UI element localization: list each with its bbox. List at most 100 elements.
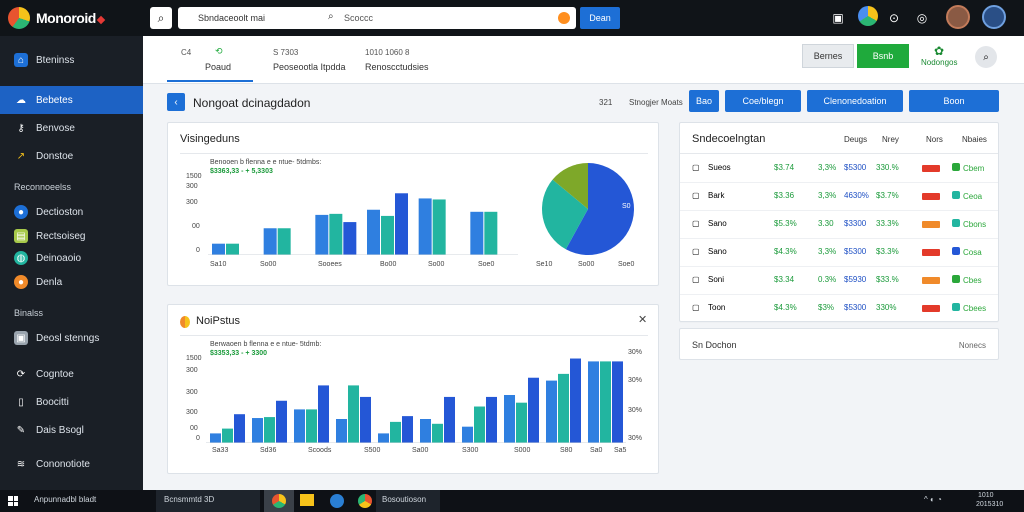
- toolbar-button-2[interactable]: Coe/blegn: [725, 90, 801, 112]
- chart-card-1: Visingeduns Benooen b flenna e e ntue- 5…: [167, 122, 659, 286]
- globe-icon: ◍: [14, 251, 28, 265]
- sidebar-item-label: Rectsoiseg: [36, 230, 86, 242]
- taskbar-app-active[interactable]: [264, 490, 294, 512]
- nodongos-link[interactable]: ✿ Nodongos: [921, 44, 957, 70]
- x-tick: Sooees: [318, 261, 342, 268]
- user-avatar[interactable]: [946, 5, 970, 29]
- sidebar-item-10[interactable]: ⟳ Cogntoe: [0, 360, 143, 388]
- sidebar-item-active[interactable]: ☁ Bebetes: [0, 86, 143, 114]
- bar-8-1: [558, 373, 569, 443]
- bar-7-0: [504, 395, 515, 443]
- secondary-button[interactable]: Bernes: [802, 44, 854, 68]
- primary-button[interactable]: Bsnb: [857, 44, 909, 68]
- profile-avatar[interactable]: [982, 5, 1006, 29]
- bar-4-1: [432, 199, 446, 255]
- sidebar-item-13[interactable]: ≋ Cononotiote: [0, 450, 143, 478]
- toolbar-button-3[interactable]: Clenonedoation: [807, 90, 903, 112]
- system-tray-icons[interactable]: ^ ◐ ◔: [924, 495, 942, 504]
- sidebar-item-7[interactable]: ◍ Deinoaoio: [0, 244, 143, 272]
- search-input[interactable]: Sbndaceoolt mai ⌕ Scoccc: [178, 7, 576, 29]
- bar-chart-1: [208, 193, 518, 255]
- toolbar-label: Stnogjer Moats: [629, 98, 683, 107]
- collapse-icon[interactable]: ‹: [167, 93, 185, 111]
- x-tick: Sa33: [212, 447, 229, 454]
- x-tick: Bo00: [380, 261, 397, 268]
- start-icon[interactable]: [8, 496, 18, 506]
- sidebar-item-label: Dais Bsogl: [36, 424, 84, 436]
- bar-7-2: [528, 377, 539, 443]
- sidebar: ⌂ Bteninss ☁ Bebetes ⚷ Benvose ↗ Donstoe…: [0, 36, 143, 490]
- table-row[interactable]: ▢ Bark $3.36 3,3% 4630% $3.7% Ceoa: [680, 183, 999, 211]
- footer-right[interactable]: Nonecs: [958, 341, 986, 350]
- bar-5-0: [470, 211, 484, 255]
- bar-9-2: [612, 361, 623, 443]
- cell-c4: 33.3%: [876, 219, 899, 228]
- app-icon[interactable]: [330, 494, 344, 508]
- toolbar-count: 321: [599, 98, 613, 107]
- settings-icon[interactable]: ⊙: [888, 11, 900, 25]
- tab-sub: 1010 1060 8: [365, 48, 410, 57]
- cell-name: Sano: [708, 247, 727, 256]
- footer-card[interactable]: Sn Dochon Nonecs: [679, 328, 999, 360]
- sidebar-item-home[interactable]: ⌂ Bteninss: [0, 46, 143, 74]
- bar-3-2: [360, 396, 371, 443]
- sidebar-item-12[interactable]: ✎ Dais Bsogl: [0, 416, 143, 444]
- bar-4-0: [378, 433, 389, 443]
- sidebar-section-title: Binalss: [14, 308, 44, 318]
- cell-c3: $5300: [844, 163, 867, 172]
- cell-c3: 4630%: [844, 191, 869, 200]
- x-tick: Sa0: [590, 447, 603, 454]
- sidebar-item-11[interactable]: ▯ Boocitti: [0, 388, 143, 416]
- cell-c4: 330%: [876, 303, 897, 312]
- table-row[interactable]: ▢ Toon $4.3% $3% $5300 330% Cbees: [680, 295, 999, 323]
- bar-0-1: [222, 428, 233, 443]
- brand-name: Monoroid: [36, 10, 106, 26]
- file-icon: ▯: [18, 396, 24, 408]
- sidebar-item-8[interactable]: ● Denla: [0, 268, 143, 296]
- link-label: Nodongos: [921, 58, 958, 67]
- tab-3[interactable]: 1010 1060 8 Renoscctudsies: [365, 44, 505, 82]
- bar-6-2: [486, 396, 497, 443]
- taskbar-window[interactable]: Bosoutioson: [376, 490, 440, 512]
- bar-1-0: [252, 418, 263, 443]
- bar-2-2: [343, 222, 357, 255]
- toolbar-button-4[interactable]: Boon: [909, 90, 999, 112]
- pencil-icon: ✎: [16, 424, 26, 436]
- taskbar: Anpunnadbl bladt Bcnsmmtd 3D Bosoutioson…: [0, 490, 1024, 512]
- sidebar-item-4[interactable]: ↗ Donstoe: [0, 142, 143, 170]
- bar-0-1: [226, 243, 239, 255]
- toolbar-button-1[interactable]: Bao: [689, 90, 719, 112]
- gift-icon[interactable]: ▣: [832, 11, 844, 25]
- table-row[interactable]: ▢ Sueos $3.74 3,3% $5300 330.% Cbem: [680, 155, 999, 183]
- cell-c1: $4.3%: [774, 247, 797, 256]
- row-note-label: Cosa: [963, 248, 982, 257]
- x-tick: Sa00: [412, 447, 429, 454]
- table-row[interactable]: ▢ Sano $4.3% 3,3% $5300 $3.3% Cosa: [680, 239, 999, 267]
- cell-c2: 0.3%: [818, 275, 837, 284]
- y-tick: 0: [196, 247, 200, 254]
- sidebar-item-9[interactable]: ▣ Deosl stenngs: [0, 324, 143, 352]
- folder-icon[interactable]: [300, 494, 314, 506]
- apps-icon[interactable]: [858, 6, 878, 26]
- sidebar-item-6[interactable]: ▤ Rectsoiseg: [0, 222, 143, 250]
- taskbar-search[interactable]: Bcnsmmtd 3D: [156, 490, 260, 512]
- card-title: Visingeduns: [180, 133, 240, 145]
- table-row[interactable]: ▢ Soni $3.34 0.3% $5930 $33.% Cbes: [680, 267, 999, 295]
- tab-1[interactable]: C4 ⟲ Poaud: [167, 44, 253, 82]
- tab-2[interactable]: S 7303 Peoseootla Itpdda: [273, 44, 413, 82]
- search-button[interactable]: Dean: [580, 7, 620, 29]
- close-icon[interactable]: ✕: [638, 314, 648, 326]
- sidebar-item-3[interactable]: ⚷ Benvose: [0, 114, 143, 142]
- chart-legend-values: $3353,33 - + 3300: [210, 350, 268, 357]
- chrome-icon[interactable]: [358, 494, 372, 508]
- table-row[interactable]: ▢ Sano $5.3% 3.30 $3300 33.3% Cbons: [680, 211, 999, 239]
- notification-icon[interactable]: ◎: [916, 11, 928, 25]
- bar-1-0: [263, 228, 277, 255]
- app-logo: [8, 7, 30, 29]
- table-title: Sndecoelngtan: [692, 133, 766, 145]
- sidebar-item-5[interactable]: ● Dectioston: [0, 198, 143, 226]
- search-icon[interactable]: ⌕: [150, 7, 172, 29]
- voice-icon[interactable]: [558, 12, 570, 24]
- pie-slice-1: [542, 179, 588, 250]
- zoom-icon[interactable]: ⌕: [975, 46, 997, 68]
